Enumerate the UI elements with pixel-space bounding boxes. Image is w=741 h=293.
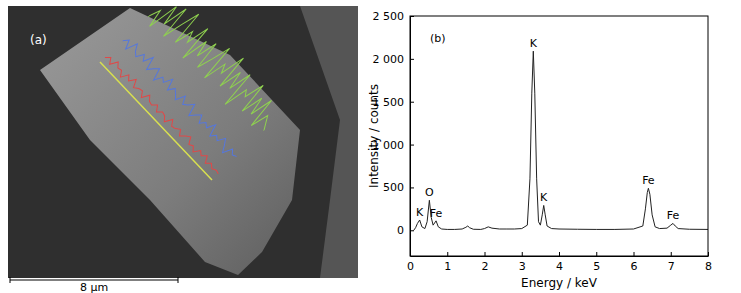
x-tick-label: 1 bbox=[444, 260, 451, 273]
plot-frame bbox=[410, 16, 708, 256]
peak-label: O bbox=[425, 186, 434, 199]
y-tick: 0 bbox=[397, 224, 414, 237]
x-axis-title: Energy / keV bbox=[521, 276, 598, 290]
x-tick: 2 bbox=[482, 252, 489, 273]
y-tick-label: 2 000 bbox=[373, 53, 405, 66]
x-tick-label: 4 bbox=[556, 260, 563, 273]
sem-background bbox=[8, 6, 358, 278]
panel-label: (a) bbox=[30, 33, 47, 47]
x-tick-label: 7 bbox=[668, 260, 675, 273]
sem-crystal bbox=[40, 8, 300, 275]
x-tick: 6 bbox=[631, 252, 638, 273]
line-scan-trace bbox=[119, 33, 242, 162]
x-tick: 8 bbox=[705, 252, 712, 273]
scale-bar-label: 8 μm bbox=[80, 281, 108, 293]
y-tick-mark bbox=[410, 187, 414, 188]
peak-label: K bbox=[540, 191, 548, 204]
y-tick-mark bbox=[410, 145, 414, 146]
peak-label: K bbox=[530, 37, 538, 50]
x-tick: 1 bbox=[444, 252, 451, 273]
x-tick-label: 2 bbox=[482, 260, 489, 273]
y-tick: 2 000 bbox=[373, 53, 415, 66]
panel-a: (a) 8 μm bbox=[8, 0, 358, 293]
panel-b: 01234567805001 0001 5002 0002 500Energy … bbox=[367, 10, 712, 290]
x-axis: 0 1 2 3 4 5 6 7 8 bbox=[407, 252, 712, 273]
line-scan-plot bbox=[103, 0, 289, 177]
scale-bar-end bbox=[10, 277, 11, 283]
x-tick-label: 6 bbox=[631, 260, 638, 273]
y-tick-mark bbox=[410, 230, 414, 231]
scale-bar-end bbox=[178, 277, 179, 283]
figure: (a)8 μm01234567805001 0001 5002 0002 500… bbox=[0, 0, 741, 293]
x-axis-line bbox=[411, 256, 709, 257]
x-tick: 3 bbox=[519, 252, 526, 273]
x-tick-label: 0 bbox=[407, 260, 414, 273]
spectrum-line bbox=[414, 51, 708, 230]
x-tick-mark bbox=[596, 252, 597, 256]
panel-label: (b) bbox=[430, 32, 446, 45]
y-axis-line bbox=[410, 17, 411, 257]
peak-label: K bbox=[416, 206, 424, 219]
line-scan-trace bbox=[103, 52, 222, 177]
y-tick-label: 2 500 bbox=[373, 10, 405, 23]
x-tick-label: 5 bbox=[593, 260, 600, 273]
x-tick: 5 bbox=[593, 252, 600, 273]
plot-area bbox=[414, 51, 708, 230]
x-tick-mark bbox=[485, 252, 486, 256]
peak-label: Fe bbox=[642, 174, 655, 187]
y-tick-mark bbox=[410, 16, 414, 17]
peak-label: Fe bbox=[430, 207, 443, 220]
y-tick: 500 bbox=[383, 181, 414, 194]
peak-label: Fe bbox=[667, 209, 680, 222]
x-tick-mark bbox=[559, 252, 560, 256]
y-tick-label: 500 bbox=[383, 181, 404, 194]
x-tick-mark bbox=[671, 252, 672, 256]
x-tick: 7 bbox=[668, 252, 675, 273]
y-axis-title: Intensity / counts bbox=[367, 84, 381, 188]
x-tick: 4 bbox=[556, 252, 563, 273]
sem-grain bbox=[300, 6, 358, 278]
x-tick-label: 3 bbox=[519, 260, 526, 273]
y-tick-mark bbox=[410, 59, 414, 60]
x-tick-label: 8 bbox=[705, 260, 712, 273]
line-scan-trace bbox=[144, 0, 290, 138]
y-tick-label: 0 bbox=[397, 224, 404, 237]
x-tick-mark bbox=[522, 252, 523, 256]
x-tick-mark bbox=[708, 252, 709, 256]
x-tick-mark bbox=[634, 252, 635, 256]
x-tick-mark bbox=[447, 252, 448, 256]
y-tick-mark bbox=[410, 102, 414, 103]
y-tick: 2 500 bbox=[373, 10, 415, 23]
line-scan-frame bbox=[100, 0, 289, 180]
